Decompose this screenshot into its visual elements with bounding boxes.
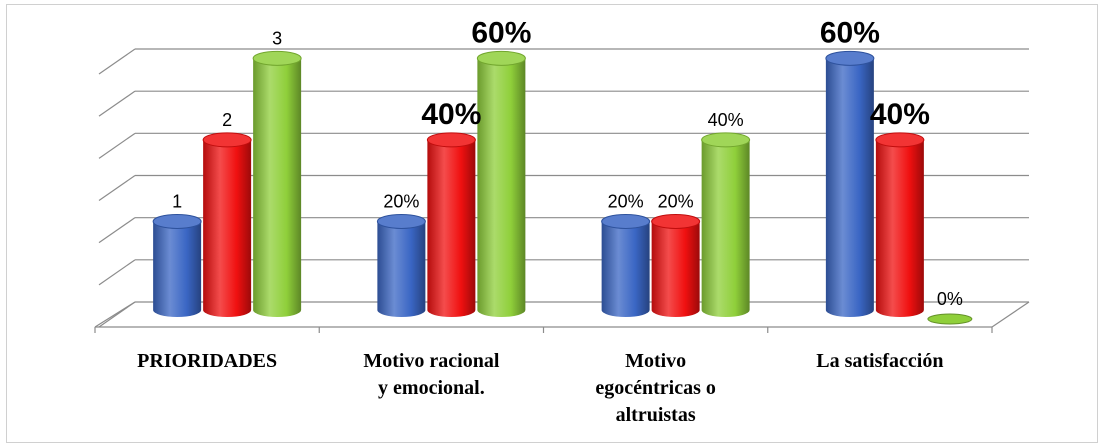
data-label: 0%	[937, 289, 963, 309]
bar	[202, 132, 252, 317]
bar	[651, 213, 701, 317]
bars	[152, 50, 973, 325]
data-label: 20%	[658, 191, 694, 211]
category-label: La satisfacción	[816, 350, 943, 372]
bar	[875, 132, 925, 317]
data-labels: 1 2 3 20% 40% 60% 20% 20% 40% 60% 40% 0%	[172, 16, 963, 309]
bar-chart: 1 2 3 20% 40% 60% 20% 20% 40% 60% 40% 0% PRIORIDADE…	[94, 16, 1030, 426]
floor	[94, 301, 1030, 333]
data-label: 40%	[421, 98, 481, 131]
category-labels: PRIORIDADES Motivo racional y emocional. Mo…	[137, 350, 943, 426]
bar	[476, 50, 526, 317]
bar	[825, 50, 875, 317]
data-label: 60%	[820, 16, 880, 49]
bar	[601, 213, 651, 317]
bar	[927, 313, 973, 325]
data-label: 40%	[708, 110, 744, 130]
data-label: 40%	[870, 98, 930, 131]
category-label: Motivo racional y emocional.	[363, 350, 500, 399]
data-label: 3	[272, 28, 282, 48]
bar	[376, 213, 426, 317]
bar	[152, 213, 202, 317]
data-label: 2	[222, 110, 232, 130]
data-label: 20%	[608, 191, 644, 211]
chart-frame: 1 2 3 20% 40% 60% 20% 20% 40% 60% 40% 0% PRIORIDADE…	[6, 4, 1098, 443]
data-label: 60%	[471, 16, 531, 49]
category-label: PRIORIDADES	[137, 350, 277, 372]
bar	[701, 132, 751, 317]
bar	[426, 132, 476, 317]
category-label: Motivo egocéntricas o altruistas	[595, 350, 716, 426]
bar	[252, 50, 302, 317]
gridline	[98, 48, 1029, 75]
data-label: 20%	[383, 191, 419, 211]
data-label: 1	[172, 191, 182, 211]
